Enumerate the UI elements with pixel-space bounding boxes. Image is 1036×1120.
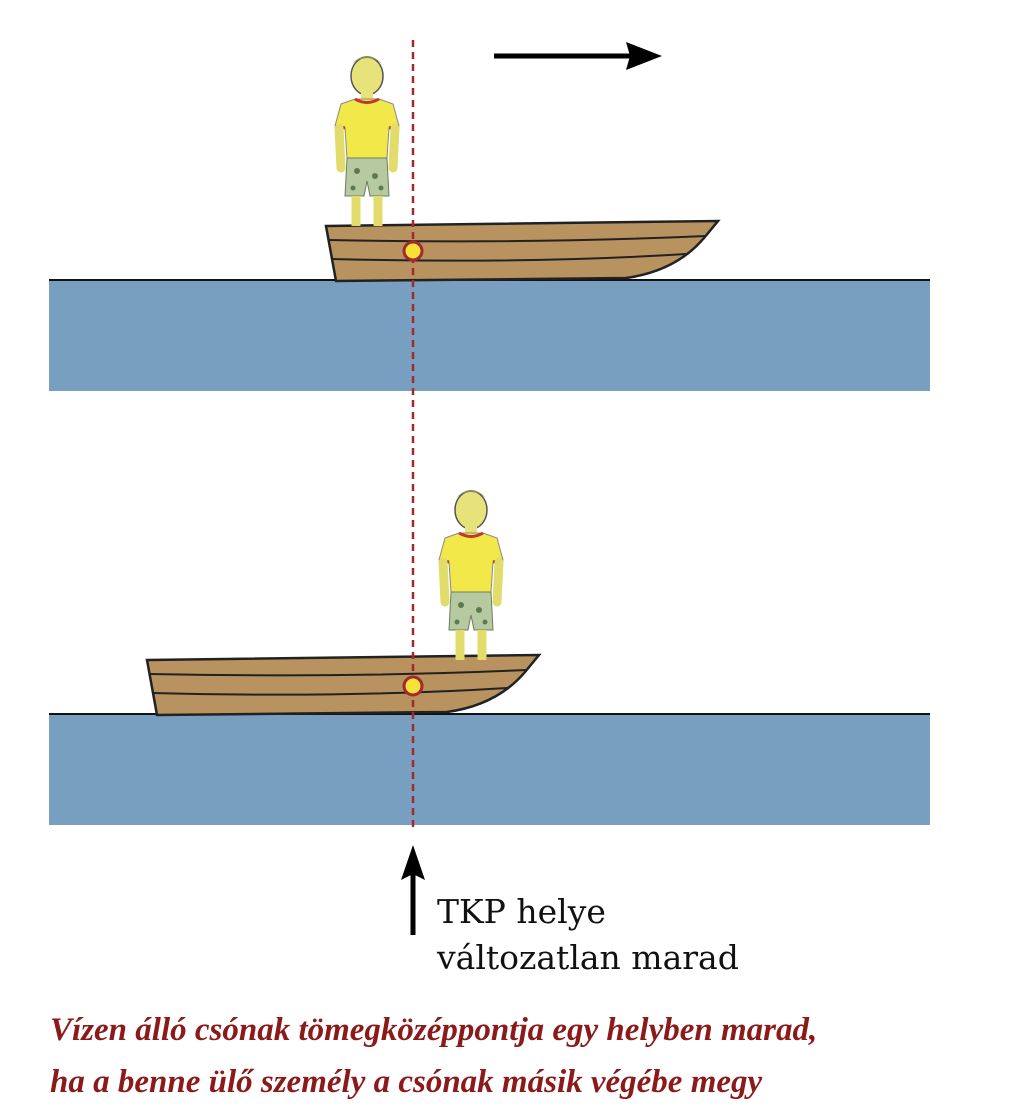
arrow-up-icon: [401, 845, 425, 935]
boat-top: [324, 219, 720, 283]
center-of-mass-point-top: [402, 240, 424, 262]
tkp-label-line-2: változatlan marad: [437, 938, 739, 977]
caption-line-1: Vízen álló csónak tömegközéppontja egy h…: [50, 1012, 818, 1048]
scene-before: [49, 42, 930, 391]
person-bottom: [439, 490, 503, 660]
boat-bottom: [145, 653, 541, 717]
water-top: [49, 280, 930, 391]
person-top: [335, 56, 399, 226]
scene-after: [49, 490, 930, 825]
center-of-mass-point-bottom: [402, 675, 424, 697]
water-bottom: [49, 714, 930, 825]
arrow-right-icon: [494, 42, 662, 70]
caption-line-2: ha a benne ülő személy a csónak másik vé…: [50, 1064, 763, 1100]
tkp-label-line-1: TKP helye: [437, 892, 606, 931]
